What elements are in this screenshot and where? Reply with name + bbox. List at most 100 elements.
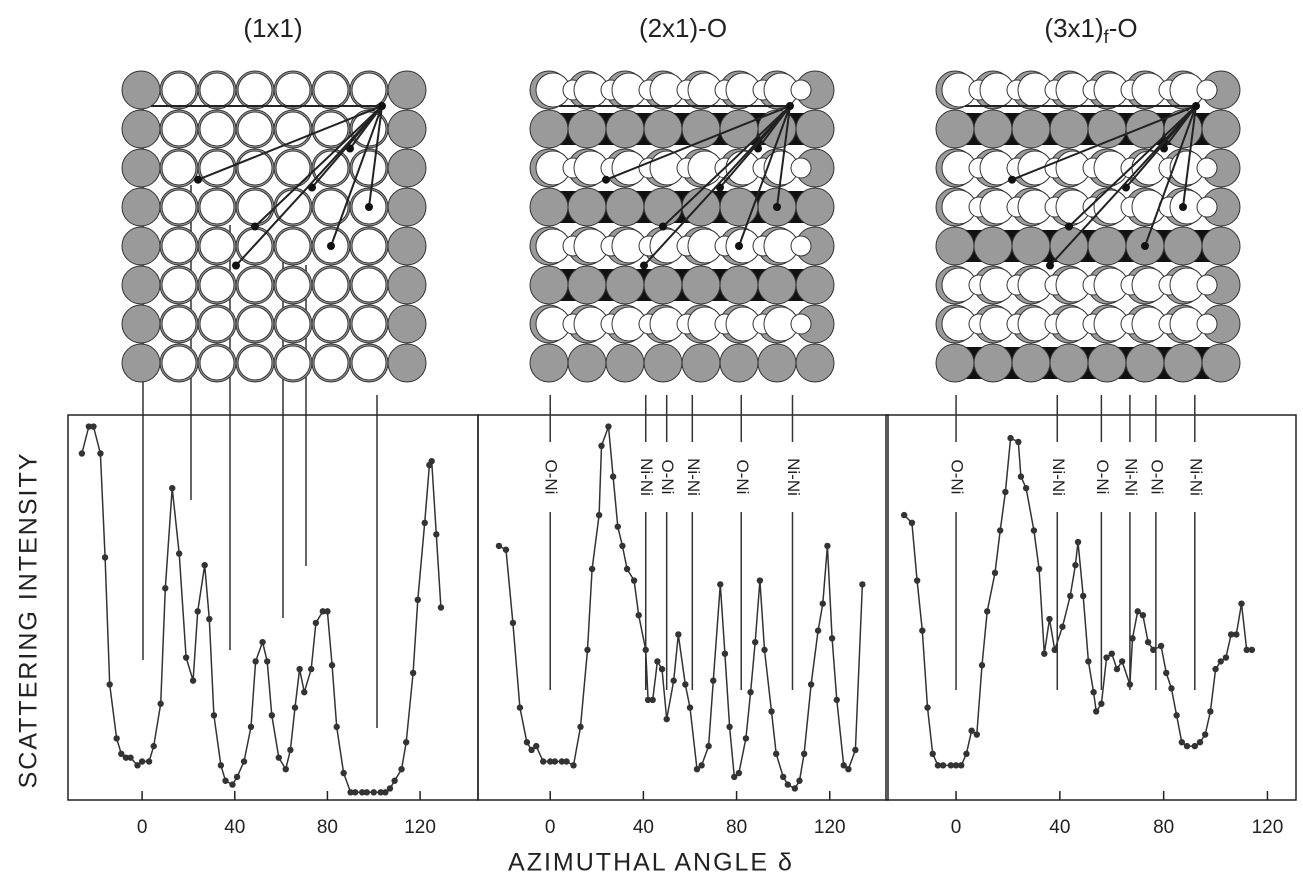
surface-atom [351,72,387,108]
substrate-atom [387,304,427,344]
scatter-path [1011,105,1197,181]
data-point [682,681,689,688]
bond-label: Ni-Ni [1121,458,1140,496]
data-point [1134,608,1141,615]
data-point [819,600,826,607]
data-point [558,758,566,765]
x-tick-label: 40 [633,817,654,838]
data-point [127,754,134,761]
surface-atom [275,72,311,108]
data-point [619,542,626,550]
data-point [859,581,866,588]
data-point [968,727,975,734]
data-point [919,627,926,634]
substrate-atom [1011,226,1051,266]
scatter-path [1182,105,1197,208]
scatter-path [605,105,791,181]
oxygen-atom [1196,274,1218,296]
data-point [1150,646,1157,654]
data-point [382,789,389,796]
scatter-path [235,105,383,267]
data-point [1222,654,1230,661]
emitter [1046,261,1054,270]
data-point [807,681,815,688]
data-point [800,750,808,757]
x-tick-label: 120 [814,817,846,838]
bond-label: Ni-Ni [684,458,703,496]
data-point [598,442,605,449]
emitter [232,261,240,270]
data-point [570,762,577,769]
data-point [301,689,308,696]
data-point [259,638,266,646]
data-point [934,762,942,769]
data-point [222,777,229,784]
scatter-path [1049,105,1197,267]
substrate-atom [1201,109,1241,149]
substrate-atom [643,265,683,305]
lattice [121,70,427,383]
data-point [169,484,176,492]
data-point [347,789,354,796]
data-point [779,773,787,781]
data-point [157,700,164,707]
panel: (3x1)f-O 0 40 80 120 O-Ni Ni-Ni O-Ni Ni-Ni O-Ni Ni… [885,13,1297,838]
emitter [194,175,202,184]
substrate-atom [935,109,975,149]
substrate-atom [1201,226,1241,266]
bond-label: O-Ni [658,460,677,495]
surface-atom [199,72,235,108]
data-point [698,762,705,769]
data-point [1113,665,1121,673]
emitter [786,102,794,110]
data-point [113,735,120,742]
substrate-atom [529,265,569,305]
substrate-atom [121,70,161,110]
data-point [947,762,955,769]
substrate-atom [681,343,721,383]
surface-atom [237,345,273,381]
panel-title: (1x1) [243,13,302,43]
surface-atom [161,189,197,225]
data-point [85,423,93,430]
surface-atom [161,150,197,186]
substrate-atom [121,226,161,266]
substrate-atom [567,109,607,149]
data-point [609,473,617,480]
data-point [308,665,315,673]
oxygen-atom [790,235,812,257]
data-point [312,619,320,627]
data-point [654,658,661,665]
data-point [784,781,792,788]
scatter-path [368,105,383,208]
title-part: (1x1) [243,13,302,43]
surface-atom [199,111,235,147]
surface-atom [161,228,197,264]
data-point [939,762,947,769]
lattice [529,70,835,383]
title-part: f [1104,27,1110,47]
data-point [726,723,733,731]
substrate-atom [935,343,975,383]
title-part: -O [1109,13,1138,43]
substrate-atom [605,343,645,383]
data-point [623,565,631,573]
data-point [268,712,276,719]
plot-frame [67,414,479,801]
substrate-atom [795,187,835,227]
data-point [814,627,822,634]
data-point [551,758,559,765]
oxygen-atom [790,313,812,335]
data-point [772,750,780,757]
substrate-atom [1011,109,1051,149]
surface-atom [161,267,197,303]
substrate-atom [935,226,975,266]
data-point [106,681,113,688]
data-point [1080,592,1087,600]
emitter [251,222,259,231]
substrate-atom [757,343,797,383]
data-point [747,689,754,696]
data-point [791,785,799,792]
bond-label: Ni-Ni [784,458,803,496]
